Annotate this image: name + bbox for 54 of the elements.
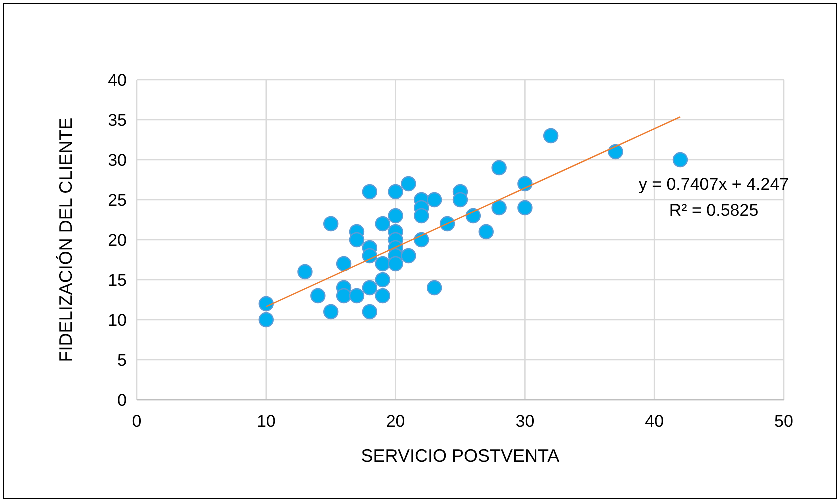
point — [388, 208, 404, 224]
point — [362, 304, 378, 320]
point — [452, 192, 468, 208]
x-tick-label: 10 — [256, 412, 276, 431]
x-axis-title: SERVICIO POSTVENTA — [361, 446, 560, 466]
point — [518, 200, 533, 216]
point — [324, 304, 339, 320]
y-axis-title: FIDELIZACIÓN DEL CLIENTE — [56, 118, 76, 362]
annotation: R² = 0.5825 — [669, 201, 759, 220]
x-tick-label: 0 — [132, 412, 142, 431]
y-tick-label: 10 — [108, 310, 127, 330]
x-tick-label: 40 — [645, 412, 664, 431]
point — [492, 200, 507, 216]
point — [672, 152, 688, 168]
point — [375, 216, 390, 232]
point — [336, 288, 352, 304]
y-tick-label: 15 — [108, 270, 127, 290]
y-tick-label: 35 — [108, 110, 127, 130]
point — [427, 192, 442, 208]
y-tick-label: 25 — [108, 190, 127, 210]
x-tick-label: 50 — [774, 412, 794, 431]
y-tick-label: 20 — [108, 230, 127, 250]
annotation: y = 0.7407x + 4.247 — [638, 175, 790, 194]
point — [414, 208, 430, 224]
point — [518, 176, 533, 192]
y-tick-label: 30 — [108, 150, 127, 170]
point — [298, 264, 313, 280]
point — [427, 280, 442, 296]
point — [258, 312, 274, 328]
point — [492, 160, 507, 176]
point — [349, 288, 365, 304]
point — [414, 232, 430, 248]
point — [478, 224, 494, 240]
point — [324, 216, 339, 232]
point — [388, 256, 404, 272]
point — [375, 256, 390, 272]
point — [310, 288, 326, 304]
x-tick-label: 30 — [516, 412, 535, 431]
y-tick-label: 5 — [118, 350, 127, 370]
x-tick-label: 20 — [386, 412, 406, 431]
point — [401, 176, 416, 192]
y-tick-label: 40 — [108, 70, 127, 90]
y-tick-label: 0 — [118, 390, 127, 410]
point — [362, 280, 378, 296]
point — [543, 128, 559, 144]
point — [375, 272, 390, 288]
point — [608, 144, 624, 160]
point — [349, 232, 365, 248]
point — [258, 296, 274, 312]
point — [388, 184, 404, 200]
point — [401, 248, 416, 264]
point — [362, 184, 378, 200]
point — [375, 288, 390, 304]
point — [336, 256, 352, 272]
